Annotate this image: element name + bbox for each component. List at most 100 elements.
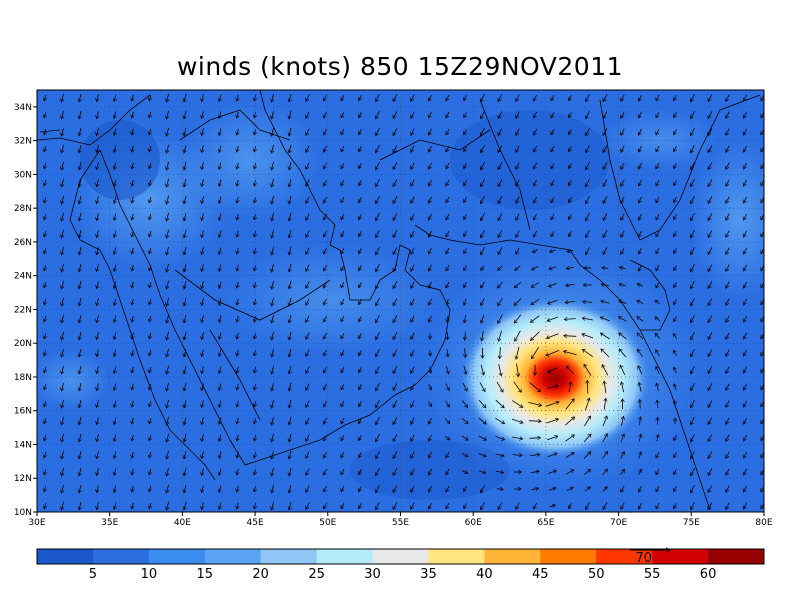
wind-vector xyxy=(743,247,747,254)
wind-vector xyxy=(516,162,520,170)
wind-vector xyxy=(445,400,449,407)
wind-vector xyxy=(202,485,204,492)
wind-vector xyxy=(444,435,450,440)
wind-vector xyxy=(61,416,63,425)
wind-vector xyxy=(691,179,695,187)
wind-vector xyxy=(202,213,204,220)
wind-vector xyxy=(461,435,468,440)
wind-vector xyxy=(708,383,713,391)
wind-vector xyxy=(621,213,625,221)
wind-vector xyxy=(464,146,467,151)
wind-vector xyxy=(323,281,327,288)
wind-vector xyxy=(44,230,46,237)
wind-vector xyxy=(511,418,523,423)
wind-vector xyxy=(323,417,327,424)
wind-vector xyxy=(79,247,81,255)
wind-vector xyxy=(708,247,713,255)
wind-vector xyxy=(411,179,415,187)
wind-vector xyxy=(604,381,606,393)
colorbar-swatch xyxy=(204,549,262,564)
wind-vector xyxy=(726,145,730,153)
wind-vector xyxy=(271,382,273,391)
wind-vector xyxy=(202,162,204,169)
wind-vector xyxy=(464,180,467,185)
wind-vector xyxy=(708,366,713,374)
lon-tick-label: 30E xyxy=(28,518,45,528)
wind-vector xyxy=(44,162,46,169)
wind-vector xyxy=(569,146,572,151)
wind-vector xyxy=(565,435,575,442)
wind-vector xyxy=(289,400,291,408)
wind-vector xyxy=(306,502,310,510)
wind-vector xyxy=(114,485,116,493)
wind-vector xyxy=(61,195,63,204)
wind-vector xyxy=(445,383,449,391)
wind-vector xyxy=(674,367,677,374)
wind-vector xyxy=(656,264,660,271)
wind-vector xyxy=(446,213,450,220)
wind-vector xyxy=(464,112,467,117)
wind-vector xyxy=(621,196,625,204)
wind-vector xyxy=(516,346,520,359)
wind-vector xyxy=(586,94,590,102)
wind-vector xyxy=(516,94,520,102)
wind-vector xyxy=(656,247,660,254)
wind-vector xyxy=(237,315,239,322)
wind-vector xyxy=(289,196,291,204)
wind-vector xyxy=(61,331,63,340)
wind-vector xyxy=(289,298,291,306)
wind-vector xyxy=(393,230,398,238)
wind-vector xyxy=(743,383,747,390)
wind-vector xyxy=(323,162,327,169)
wind-vector xyxy=(515,265,521,270)
wind-vector xyxy=(306,162,310,170)
wind-vector xyxy=(691,230,695,238)
wind-vector xyxy=(446,281,450,288)
wind-vector xyxy=(166,416,168,425)
wind-vector xyxy=(691,315,695,323)
wind-vector xyxy=(271,110,273,119)
wind-vector xyxy=(638,111,642,118)
wind-vector xyxy=(237,162,239,169)
wind-vector xyxy=(97,281,99,288)
wind-vector xyxy=(411,349,415,357)
wind-vector xyxy=(44,247,46,254)
wind-vector xyxy=(306,349,310,357)
wind-vector xyxy=(149,434,151,441)
wind-vector xyxy=(97,128,99,135)
wind-vector xyxy=(359,469,362,474)
wind-vector xyxy=(219,179,221,187)
wind-vector xyxy=(533,179,537,186)
wind-vector xyxy=(289,451,291,459)
wind-vector xyxy=(500,347,501,358)
wind-vector xyxy=(166,93,168,102)
wind-vector xyxy=(341,247,345,254)
wind-vector xyxy=(743,349,747,356)
wind-vector xyxy=(621,145,625,153)
wind-vector xyxy=(79,196,81,204)
wind-vector xyxy=(61,280,63,289)
wind-vector xyxy=(114,162,116,170)
lon-tick-label: 45E xyxy=(247,518,264,528)
wind-vector xyxy=(726,264,730,272)
wind-vector xyxy=(393,485,398,493)
wind-vector xyxy=(184,298,186,306)
wind-vector xyxy=(166,144,168,153)
wind-vector xyxy=(341,434,345,441)
wind-vector xyxy=(603,179,608,187)
wind-vector xyxy=(184,264,186,272)
wind-vector xyxy=(149,451,151,458)
wind-vector xyxy=(393,94,398,102)
wind-vector xyxy=(393,332,398,340)
wind-vector xyxy=(376,349,380,357)
wind-vector xyxy=(341,417,345,424)
wind-vector xyxy=(428,468,432,475)
wind-vector xyxy=(743,145,747,152)
wind-vector xyxy=(708,332,713,340)
wind-vector xyxy=(481,94,485,102)
wind-vector xyxy=(202,383,204,390)
wind-vector xyxy=(480,281,485,288)
wind-vector xyxy=(271,365,273,374)
wind-vector xyxy=(376,366,380,374)
wind-vector xyxy=(498,265,503,271)
